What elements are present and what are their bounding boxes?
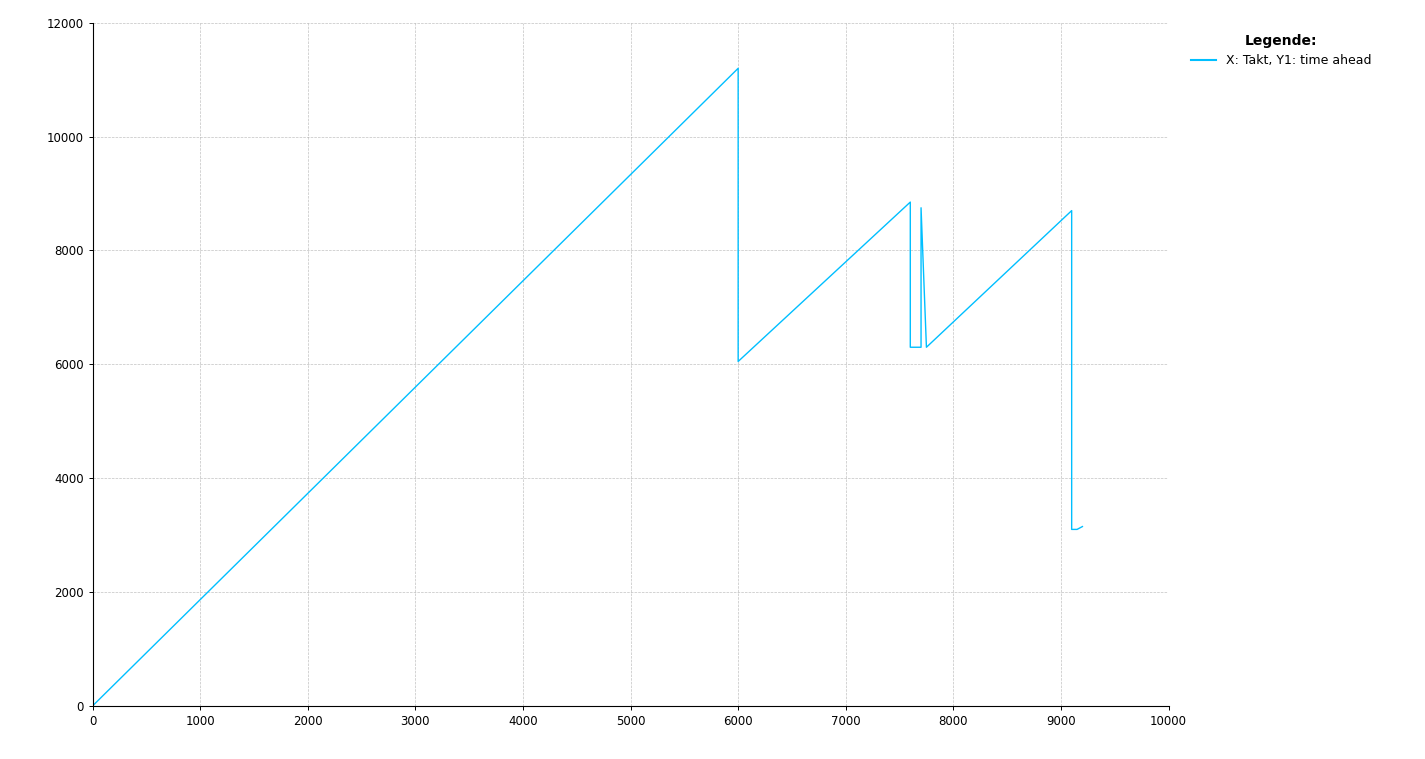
Legend: X: Takt, Y1: time ahead: X: Takt, Y1: time ahead <box>1186 29 1377 72</box>
